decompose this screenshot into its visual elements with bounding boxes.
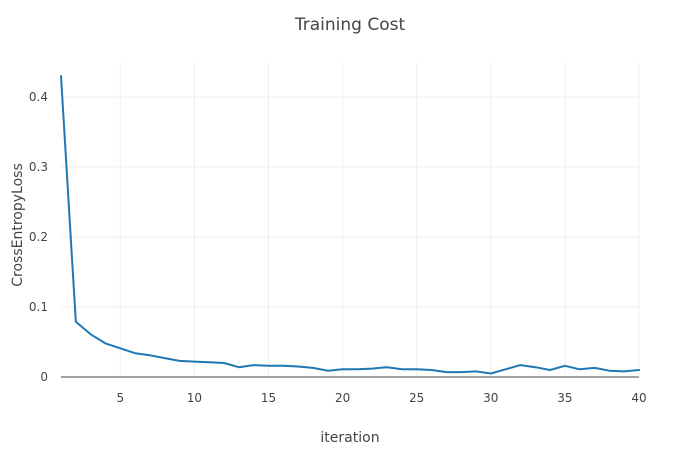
data-point[interactable] [607, 368, 612, 373]
data-point[interactable] [177, 358, 182, 363]
x-tick-label: 5 [116, 391, 124, 405]
data-point[interactable] [236, 365, 241, 370]
series-line [60, 75, 640, 375]
data-point[interactable] [59, 74, 64, 79]
data-point[interactable] [459, 370, 464, 375]
data-point[interactable] [147, 353, 152, 358]
data-point[interactable] [207, 360, 212, 365]
x-tick-label: 30 [483, 391, 498, 405]
data-point[interactable] [548, 368, 553, 373]
data-point[interactable] [444, 370, 449, 375]
data-point[interactable] [637, 368, 642, 373]
data-point[interactable] [622, 369, 627, 374]
x-tick-label: 10 [187, 391, 202, 405]
data-point[interactable] [577, 367, 582, 372]
x-tick-label: 15 [261, 391, 276, 405]
data-point[interactable] [296, 364, 301, 369]
data-point[interactable] [325, 368, 330, 373]
y-axis-title: CrossEntropyLoss [10, 163, 26, 286]
series [59, 74, 642, 376]
y-tick-label: 0.3 [29, 160, 48, 174]
data-point[interactable] [340, 367, 345, 372]
data-point[interactable] [355, 367, 360, 372]
data-point[interactable] [162, 356, 167, 361]
data-point[interactable] [251, 363, 256, 368]
data-point[interactable] [133, 351, 138, 356]
data-point[interactable] [192, 359, 197, 364]
x-tick-label: 20 [335, 391, 350, 405]
data-point[interactable] [281, 363, 286, 368]
x-tick-label: 35 [557, 391, 572, 405]
data-point[interactable] [222, 361, 227, 366]
data-point[interactable] [310, 365, 315, 370]
data-point[interactable] [533, 365, 538, 370]
data-point[interactable] [385, 365, 390, 370]
data-point[interactable] [488, 371, 493, 376]
y-tick-label: 0.2 [29, 230, 48, 244]
axes: 5 10 15 20 25 30 35 40 0 0.1 0.2 0.3 0.4 [29, 90, 647, 405]
data-point[interactable] [88, 332, 93, 337]
data-point[interactable] [429, 368, 434, 373]
y-tick-label: 0.4 [29, 90, 48, 104]
x-axis-title: iteration [320, 430, 379, 446]
data-point[interactable] [266, 363, 271, 368]
data-point[interactable] [73, 319, 78, 324]
data-point[interactable] [503, 367, 508, 372]
data-point[interactable] [414, 367, 419, 372]
y-tick-label: 0 [40, 370, 48, 384]
data-point[interactable] [473, 369, 478, 374]
x-tick-label: 25 [409, 391, 424, 405]
chart-title: Training Cost [294, 15, 406, 35]
data-point[interactable] [370, 366, 375, 371]
y-tick-label: 0.1 [29, 300, 48, 314]
data-point[interactable] [399, 367, 404, 372]
data-point[interactable] [118, 346, 123, 351]
data-point[interactable] [562, 363, 567, 368]
data-point[interactable] [592, 365, 597, 370]
grid [61, 62, 640, 377]
data-point[interactable] [103, 341, 108, 346]
data-point[interactable] [518, 363, 523, 368]
x-tick-label: 40 [631, 391, 646, 405]
